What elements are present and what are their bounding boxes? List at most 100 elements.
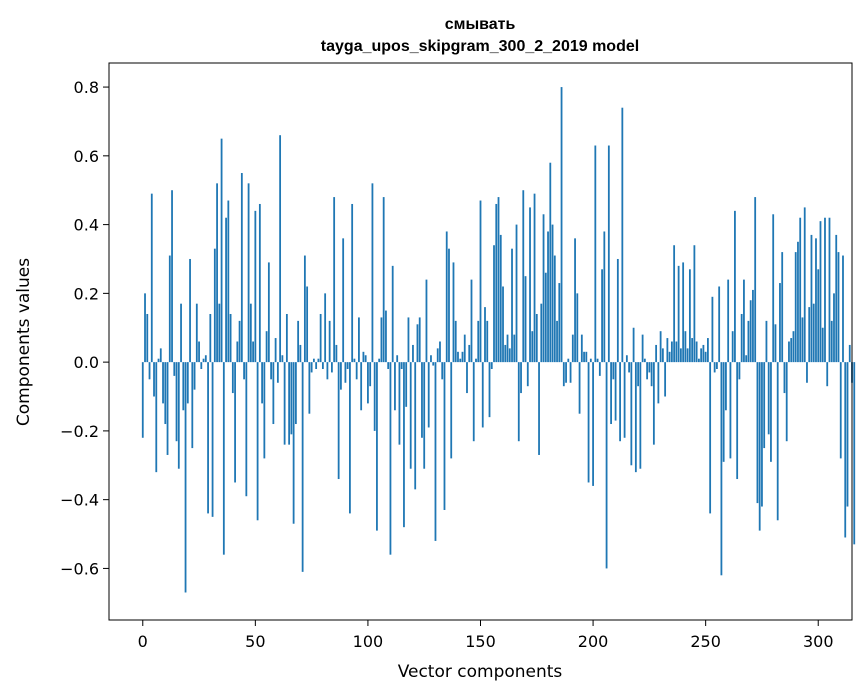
x-tick-label-5: 250 <box>690 632 721 651</box>
bar-22 <box>191 362 194 449</box>
bar-44 <box>240 173 243 363</box>
bar-10 <box>164 362 167 425</box>
bar-304 <box>826 362 829 387</box>
bar-276 <box>763 362 766 449</box>
bar-171 <box>526 362 529 387</box>
bar-271 <box>752 289 754 363</box>
bars-group <box>141 87 856 593</box>
bar-30 <box>209 313 212 363</box>
bar-107 <box>382 197 385 363</box>
x-tick-label-2: 100 <box>353 632 384 651</box>
bar-6 <box>155 362 158 473</box>
bar-156 <box>493 245 495 363</box>
bar-131 <box>436 348 439 363</box>
bar-59 <box>274 338 277 363</box>
bar-263 <box>734 210 736 363</box>
bar-179 <box>544 272 547 363</box>
bar-142 <box>461 351 464 363</box>
bar-55 <box>265 331 268 363</box>
bar-106 <box>380 317 383 363</box>
bar-88 <box>340 362 342 390</box>
bar-173 <box>531 331 534 363</box>
bar-53 <box>261 362 263 404</box>
bar-213 <box>621 107 624 363</box>
bar-313 <box>846 362 849 507</box>
bar-284 <box>781 252 784 363</box>
bar-48 <box>249 303 252 363</box>
bar-162 <box>506 334 509 363</box>
bar-114 <box>398 362 401 445</box>
bar-126 <box>425 279 428 363</box>
bar-233 <box>666 338 669 363</box>
bar-177 <box>540 303 543 363</box>
bar-294 <box>803 207 806 363</box>
bar-200 <box>592 362 594 486</box>
bar-64 <box>285 313 288 363</box>
bar-290 <box>794 252 797 363</box>
bar-187 <box>562 362 565 387</box>
bar-80 <box>321 362 324 370</box>
bar-7 <box>157 358 160 363</box>
bar-149 <box>477 320 480 363</box>
bar-13 <box>171 190 173 363</box>
bar-170 <box>524 276 527 363</box>
bar-63 <box>283 362 286 445</box>
bar-70 <box>299 344 302 363</box>
bar-110 <box>389 362 392 555</box>
bar-105 <box>378 358 381 363</box>
bar-260 <box>727 279 730 363</box>
bar-84 <box>331 362 333 373</box>
bar-133 <box>441 362 444 380</box>
bar-311 <box>842 255 844 363</box>
bar-240 <box>682 262 685 363</box>
bar-81 <box>324 293 327 363</box>
bar-23 <box>193 362 196 390</box>
y-tick-label-0: −0.6 <box>60 559 99 578</box>
y-tick-label-2: −0.2 <box>60 422 99 441</box>
bar-45 <box>243 362 245 380</box>
bar-73 <box>306 286 309 363</box>
bar-224 <box>646 362 649 380</box>
bar-91 <box>346 362 349 370</box>
bar-137 <box>450 362 453 459</box>
bar-46 <box>245 362 248 497</box>
bar-0 <box>141 362 144 438</box>
bar-20 <box>186 362 189 404</box>
bar-251 <box>707 338 709 363</box>
bar-174 <box>533 193 536 363</box>
bar-292 <box>799 217 802 363</box>
bar-82 <box>326 362 329 380</box>
y-tick-label-1: −0.4 <box>60 491 99 510</box>
bar-168 <box>520 362 522 394</box>
bar-130 <box>434 362 437 541</box>
bar-231 <box>661 348 664 363</box>
bar-93 <box>351 203 354 363</box>
bar-208 <box>610 362 612 425</box>
bar-246 <box>695 341 698 363</box>
bar-66 <box>290 362 293 435</box>
bar-115 <box>400 362 403 370</box>
bar-92 <box>349 362 351 514</box>
bar-225 <box>648 362 651 373</box>
bar-186 <box>560 87 563 363</box>
bar-229 <box>657 362 660 404</box>
bar-259 <box>725 362 727 411</box>
bar-219 <box>634 362 637 473</box>
bar-166 <box>515 224 518 363</box>
bar-288 <box>790 338 793 363</box>
bar-256 <box>718 286 721 363</box>
y-axis-ticks: −0.6 −0.4 −0.2 0.0 0.2 0.4 0.6 0.8 <box>60 78 109 578</box>
bar-188 <box>565 362 567 383</box>
bar-32 <box>213 248 216 363</box>
bar-33 <box>216 183 218 363</box>
bar-243 <box>688 269 691 363</box>
y-tick-label-4: 0.2 <box>74 284 99 303</box>
bar-273 <box>756 362 759 504</box>
bar-102 <box>371 183 374 363</box>
bar-94 <box>353 358 356 363</box>
bar-52 <box>258 203 261 363</box>
bar-190 <box>569 362 572 383</box>
bar-47 <box>247 183 250 363</box>
x-axis-ticks: 0 50 100 150 200 250 300 <box>138 620 834 651</box>
bar-19 <box>184 362 187 593</box>
